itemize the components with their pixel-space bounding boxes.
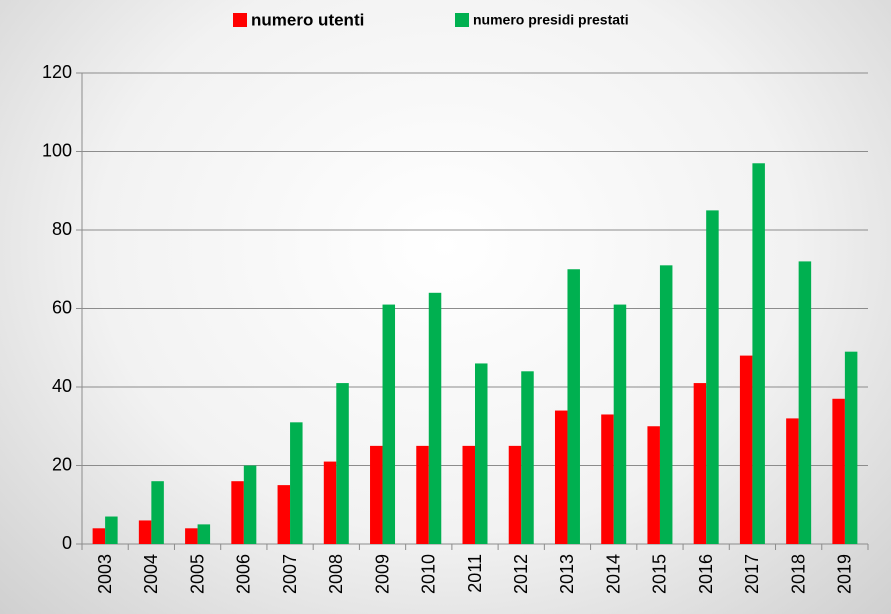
bar (508, 445, 522, 544)
bar (105, 516, 118, 544)
x-tick-label: 2012 (511, 554, 531, 594)
x-tick-label: 2014 (603, 554, 623, 594)
legend-swatch (455, 13, 469, 27)
bar (428, 292, 442, 544)
x-tick-label: 2015 (650, 554, 670, 594)
bar (382, 304, 396, 544)
bar (613, 304, 627, 544)
bar (798, 261, 812, 544)
x-tick-label: 2004 (141, 554, 161, 594)
bar (521, 371, 534, 544)
bar (336, 383, 349, 544)
legend-swatch (233, 13, 247, 27)
bar (832, 398, 845, 544)
y-tick-label: 20 (52, 454, 72, 474)
bar (197, 524, 211, 544)
x-tick-label: 2003 (95, 554, 115, 594)
bar (844, 351, 858, 544)
bar (659, 265, 673, 544)
legend-label: numero utenti (251, 10, 364, 29)
y-tick-label: 80 (52, 219, 72, 239)
y-tick-label: 0 (62, 533, 72, 553)
bar (323, 461, 337, 544)
bar (567, 269, 580, 544)
x-tick-label: 2013 (557, 554, 577, 594)
bar (554, 410, 568, 544)
x-tick-label: 2011 (465, 554, 485, 593)
bar (370, 445, 383, 544)
y-tick-label: 60 (52, 297, 72, 317)
bar (706, 210, 719, 544)
bar (693, 383, 707, 544)
bar (786, 418, 799, 544)
bar (243, 465, 257, 544)
x-tick-label: 2006 (234, 554, 254, 594)
bar (752, 163, 765, 544)
bar (462, 445, 475, 544)
bar (475, 363, 488, 544)
bar (416, 445, 429, 544)
bar (739, 355, 753, 544)
x-tick-label: 2016 (696, 554, 716, 594)
y-tick-label: 40 (52, 376, 72, 396)
y-tick-label: 100 (42, 140, 72, 160)
legend-label: numero presidi prestati (473, 12, 629, 28)
bar (92, 528, 106, 544)
x-tick-label: 2019 (835, 554, 855, 594)
x-tick-label: 2005 (187, 554, 207, 594)
x-tick-label: 2009 (372, 554, 392, 594)
bar (601, 414, 614, 544)
bar (151, 481, 164, 544)
x-tick-label: 2008 (326, 554, 346, 594)
x-tick-label: 2007 (280, 554, 300, 594)
bar (138, 520, 152, 544)
x-tick-label: 2010 (419, 554, 439, 594)
bar (185, 528, 198, 544)
bar (231, 481, 244, 544)
x-tick-label: 2018 (788, 554, 808, 594)
bar (647, 426, 660, 544)
x-tick-label: 2017 (742, 554, 762, 594)
bar (290, 422, 303, 544)
y-tick-label: 120 (42, 62, 72, 82)
bar (277, 485, 291, 544)
